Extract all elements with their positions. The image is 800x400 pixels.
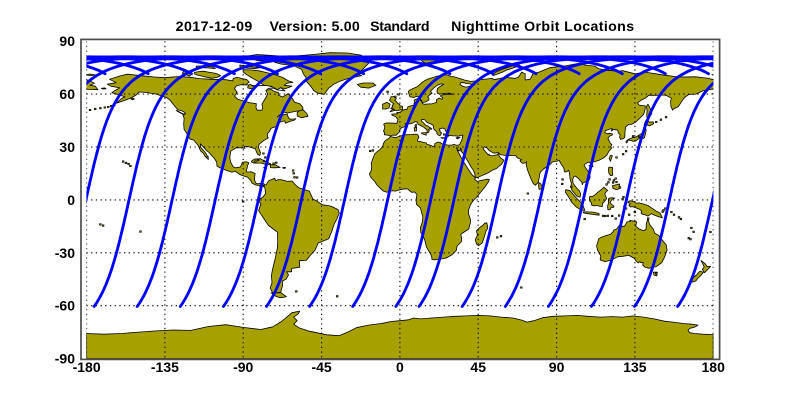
svg-text:90: 90 bbox=[59, 33, 75, 49]
svg-text:135: 135 bbox=[623, 359, 647, 375]
svg-text:-90: -90 bbox=[233, 359, 253, 375]
svg-text:-90: -90 bbox=[55, 351, 75, 367]
svg-text:-60: -60 bbox=[55, 298, 75, 314]
svg-text:2017-12-09: 2017-12-09 bbox=[176, 19, 253, 35]
svg-text:0: 0 bbox=[67, 192, 75, 208]
svg-text:180: 180 bbox=[702, 359, 726, 375]
svg-text:Version: 5.00: Version: 5.00 bbox=[270, 19, 360, 35]
svg-text:30: 30 bbox=[59, 139, 75, 155]
svg-text:-45: -45 bbox=[311, 359, 331, 375]
svg-text:-30: -30 bbox=[55, 245, 75, 261]
svg-text:Nighttime Orbit Locations: Nighttime Orbit Locations bbox=[451, 19, 634, 35]
svg-text:-180: -180 bbox=[73, 359, 101, 375]
svg-text:0: 0 bbox=[396, 359, 404, 375]
svg-text:45: 45 bbox=[470, 359, 486, 375]
svg-text:-135: -135 bbox=[151, 359, 179, 375]
svg-text:60: 60 bbox=[59, 86, 75, 102]
svg-text:Standard: Standard bbox=[370, 19, 430, 35]
svg-text:90: 90 bbox=[549, 359, 565, 375]
